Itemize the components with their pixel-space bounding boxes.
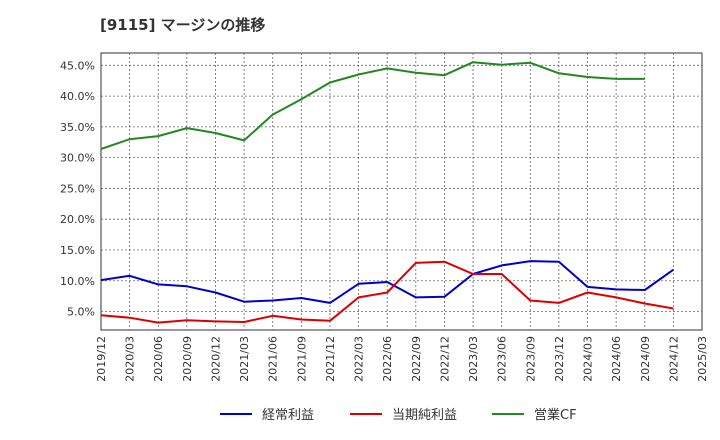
y-tick-label: 35.0%	[60, 121, 95, 134]
x-tick-label: 2022/09	[410, 336, 423, 382]
series-lines	[100, 61, 674, 324]
x-tick-label: 2020/12	[209, 336, 222, 382]
legend-label: 当期純利益	[392, 408, 457, 423]
x-tick-label: 2025/03	[696, 336, 709, 382]
series-line	[100, 260, 674, 304]
x-tick-label: 2023/12	[553, 336, 566, 382]
x-tick-label: 2021/12	[324, 336, 337, 382]
x-tick-label: 2020/06	[152, 336, 165, 382]
x-tick-label: 2019/12	[95, 336, 108, 382]
y-tick-label: 40.0%	[60, 90, 95, 103]
series-line	[100, 260, 674, 324]
y-tick-label: 25.0%	[60, 182, 95, 195]
x-tick-label: 2021/06	[267, 336, 280, 382]
y-axis: 5.0% 10.0% 15.0% 20.0% 25.0% 30.0% 35.0% 40.0% 4…	[60, 59, 95, 318]
gridlines	[101, 53, 702, 330]
y-tick-label: 30.0%	[60, 152, 95, 165]
y-tick-label: 15.0%	[60, 244, 95, 257]
x-tick-label: 2021/03	[238, 336, 251, 382]
chart-title: [9115] マージンの推移	[100, 16, 266, 34]
x-tick-label: 2022/03	[353, 336, 366, 382]
legend: 経常利益 当期純利益 営業CF	[220, 407, 577, 423]
x-tick-label: 2020/09	[181, 336, 194, 382]
x-tick-label: 2023/03	[467, 336, 480, 382]
x-tick-label: 2023/06	[496, 336, 509, 382]
x-tick-label: 2020/03	[124, 336, 137, 382]
y-tick-label: 45.0%	[60, 59, 95, 72]
x-tick-label: 2024/09	[639, 336, 652, 382]
y-tick-label: 5.0%	[67, 306, 95, 319]
x-axis: 2019/12 2020/03 2020/06 2020/09 2020/12 2021/…	[95, 336, 709, 382]
plot-area	[100, 52, 703, 331]
y-tick-label: 10.0%	[60, 275, 95, 288]
x-tick-label: 2024/12	[667, 336, 680, 382]
series-line	[100, 61, 645, 150]
x-tick-label: 2024/03	[582, 336, 595, 382]
x-tick-label: 2022/06	[381, 336, 394, 382]
legend-label: 経常利益	[262, 408, 314, 423]
x-tick-label: 2024/06	[610, 336, 623, 382]
legend-label: 営業CF	[534, 407, 577, 423]
x-tick-label: 2022/12	[438, 336, 451, 382]
x-tick-label: 2021/09	[295, 336, 308, 382]
y-tick-label: 20.0%	[60, 213, 95, 226]
x-tick-label: 2023/09	[524, 336, 537, 382]
